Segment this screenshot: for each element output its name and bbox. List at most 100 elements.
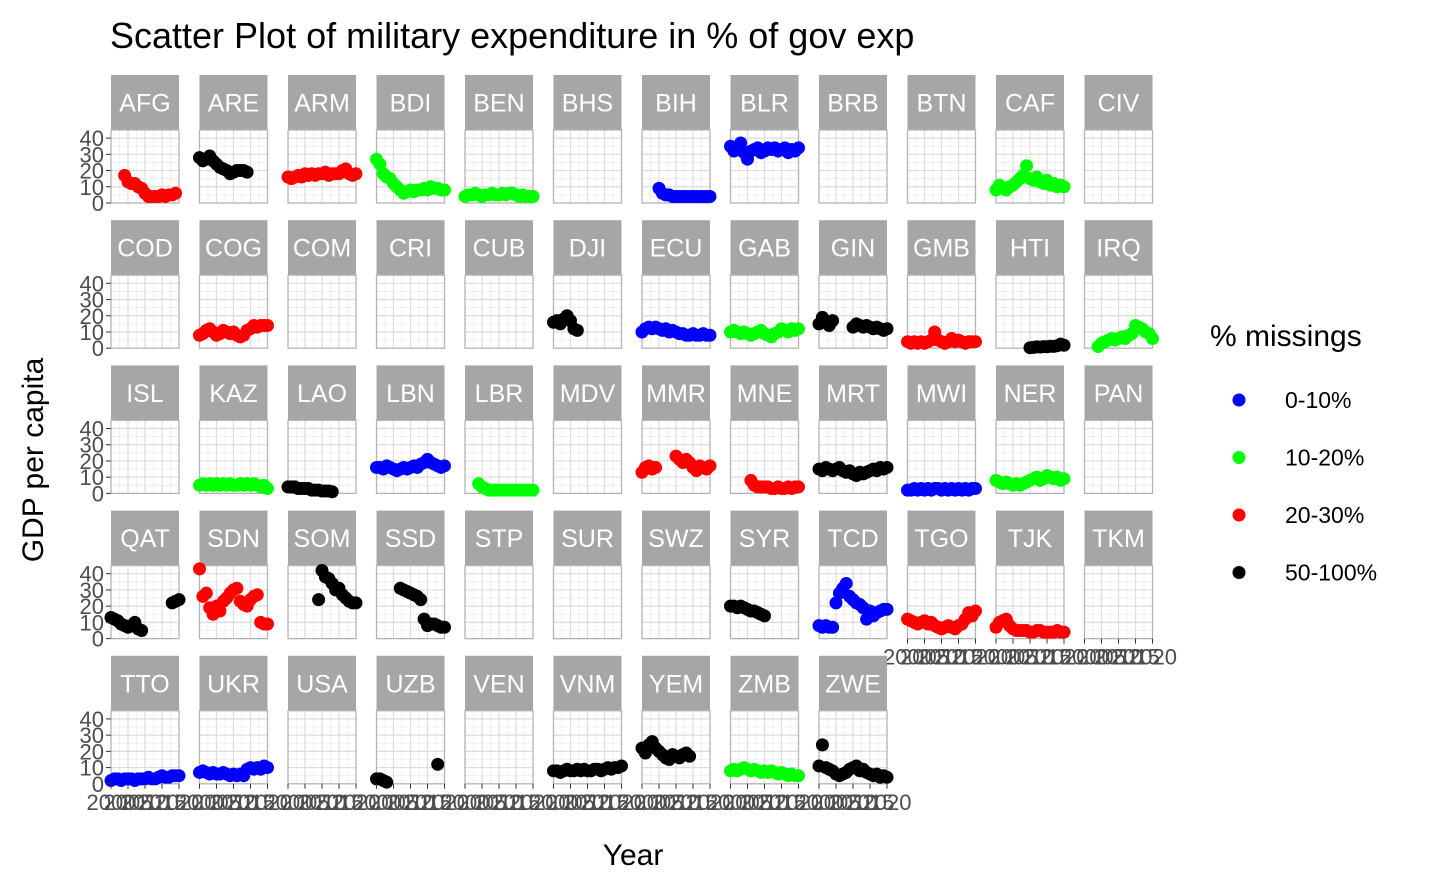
facet-strip-label: SSD — [385, 525, 436, 553]
data-point — [312, 593, 326, 607]
y-tick-label: 10 — [80, 175, 104, 200]
panel-gridlines — [375, 419, 446, 494]
facet-strip — [111, 75, 179, 130]
facet-panel-lbr: LBR — [464, 365, 540, 497]
panel-border — [110, 129, 180, 204]
facet-strip-label: SOM — [294, 525, 351, 553]
x-tick-label: 2010 — [563, 790, 612, 815]
facet-panel-mrt: MRT — [812, 365, 894, 494]
facet-strip — [819, 365, 887, 421]
x-tick-label: 2000 — [175, 790, 224, 815]
y-tick-label: 30 — [80, 433, 104, 458]
facet-panel-tcd: TCD — [812, 510, 894, 640]
facet-strip — [642, 365, 710, 421]
facet-strip-label: TTO — [120, 670, 170, 698]
y-tick-label: 0 — [92, 627, 104, 652]
facet-strip — [288, 510, 356, 566]
facet-strip — [730, 655, 799, 711]
data-point — [703, 459, 717, 473]
x-tick-label: 2010 — [298, 790, 347, 815]
data-point — [758, 609, 771, 623]
y-tick-label: 40 — [80, 707, 104, 732]
facet-panel-btn: BTN — [906, 75, 977, 204]
panel-border — [198, 419, 269, 494]
x-tick-label: 2000 — [972, 645, 1021, 670]
facet-strip — [553, 75, 622, 130]
data-point — [792, 480, 805, 494]
x-tick-label: 2020 — [1040, 645, 1089, 670]
facet-strip — [376, 510, 445, 566]
facet-strip — [730, 365, 799, 421]
legend-swatch — [1232, 451, 1246, 464]
facet-strip-label: SYR — [739, 525, 790, 553]
facet-strip-label: SWZ — [648, 525, 704, 553]
y-tick-label: 20 — [80, 739, 104, 764]
data-point — [880, 322, 894, 336]
facet-panel-bhs: BHS — [552, 75, 623, 204]
legend-label: 20-30% — [1285, 502, 1364, 528]
x-tick-label: 2005 — [281, 790, 330, 815]
panel-border — [1083, 274, 1154, 349]
x-tick-label: 2005 — [104, 790, 153, 815]
facet-strip — [730, 510, 799, 566]
facet-strip-label: UKR — [207, 670, 260, 698]
facet-strip-label: ARM — [294, 90, 350, 118]
panel-gridlines — [995, 274, 1065, 349]
facet-panel-sdn: SDN — [193, 510, 274, 640]
legend-label: 0-10% — [1285, 387, 1351, 413]
facet-panel-mne: MNE — [729, 365, 805, 496]
facet-strip — [642, 220, 710, 276]
facet-strip — [907, 220, 976, 276]
facet-strip-label: ZWE — [825, 670, 881, 698]
facet-strip-label: USA — [296, 670, 348, 698]
panel-gridlines — [375, 710, 446, 785]
data-point — [199, 586, 213, 600]
facet-panel-mwi: MWI — [901, 365, 982, 497]
facet-strip — [1084, 510, 1153, 566]
facet-strip-label: LBR — [475, 380, 524, 408]
panel-gridlines — [906, 129, 977, 204]
panel-gridlines — [287, 274, 357, 349]
x-tick-label: 2005 — [989, 645, 1038, 670]
panel-gridlines — [818, 419, 888, 494]
data-point — [815, 738, 829, 752]
y-tick-label: 40 — [80, 271, 104, 296]
facet-panel-ecu: ECU — [635, 220, 717, 349]
facet-strip-label: BHS — [562, 90, 613, 118]
facet-panel-gin: GIN — [812, 220, 894, 349]
data-point — [193, 562, 206, 576]
panel-border — [375, 564, 446, 640]
facet-strip — [642, 510, 710, 566]
facet-strip — [642, 75, 710, 130]
x-tick-label: 2015 — [1023, 645, 1072, 670]
facet-strip-label: MDV — [560, 380, 616, 408]
facet-strip-label: TJK — [1008, 525, 1053, 553]
facet-panel-syr: SYR — [724, 510, 800, 640]
facet-panel-civ: CIV — [1083, 75, 1154, 204]
x-tick-label: 2000 — [529, 790, 578, 815]
data-point — [230, 581, 244, 595]
facet-panel-mmr: MMR — [635, 365, 717, 494]
facet-strip — [642, 655, 710, 711]
facet-strip-label: MRT — [826, 380, 880, 408]
data-point — [169, 186, 183, 200]
data-point — [703, 328, 717, 342]
facet-strip — [465, 655, 533, 711]
facet-strip — [553, 365, 622, 421]
facet-strip — [376, 75, 445, 130]
facet-strip — [996, 75, 1064, 130]
data-point — [438, 183, 451, 197]
facet-strip-label: COM — [293, 235, 351, 263]
facet-panel-arm: ARM — [281, 75, 363, 204]
panel-border — [641, 419, 711, 494]
data-point — [969, 482, 982, 496]
x-tick-label: 2010 — [829, 790, 878, 815]
facet-strip — [996, 220, 1064, 276]
facet-strip — [553, 220, 622, 276]
data-point — [431, 757, 445, 771]
data-point — [349, 167, 363, 181]
